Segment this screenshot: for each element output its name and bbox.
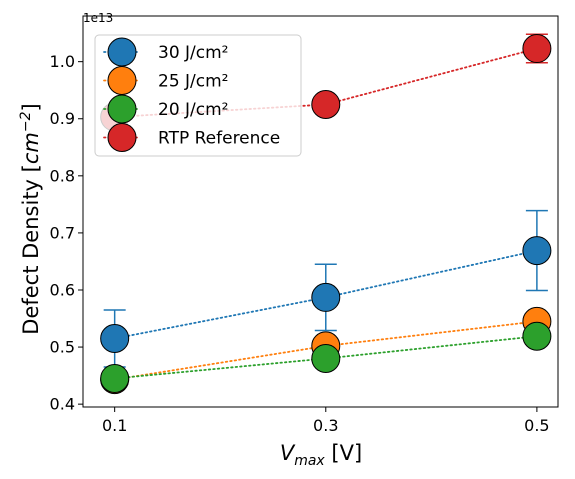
data-point [522, 321, 552, 351]
legend-frame [94, 34, 302, 157]
x-tick-label: 0.1 [102, 416, 127, 435]
legend-item: 20 J/cm² [103, 94, 229, 124]
ticks-layer: 0.4 0.5 0.6 0.7 0.8 0.9 1.0 0.1 0.3 0.5 [50, 52, 550, 435]
legend-label: RTP Reference [158, 129, 280, 149]
legend-label: 25 J/cm² [158, 72, 229, 92]
data-point [311, 343, 341, 373]
y-tick-label: 0.6 [50, 280, 75, 299]
legend-item: 25 J/cm² [103, 66, 229, 95]
legend-marker [107, 123, 137, 152]
y-tick-label: 1.0 [50, 52, 75, 71]
data-point [311, 89, 341, 119]
legend-label: 20 J/cm² [158, 100, 229, 120]
legend-item: 30 J/cm² [103, 37, 229, 67]
series-group [100, 209, 552, 368]
y-tick-label: 0.9 [50, 109, 75, 128]
x-tick-label: 0.3 [313, 416, 338, 435]
legend-marker [107, 37, 137, 67]
plot-layer [100, 33, 552, 395]
data-point [100, 363, 130, 393]
y-axis-title: Defect Density [cm−2] [18, 103, 43, 334]
data-point [100, 324, 130, 354]
series-group [100, 321, 552, 393]
legend-item: RTP Reference [103, 123, 280, 152]
x-tick-label: 0.5 [524, 416, 549, 435]
legend-marker [107, 94, 137, 124]
y-tick-label: 0.5 [50, 338, 75, 357]
data-point [522, 34, 552, 64]
x-axis-title: Vmax [V] [280, 441, 362, 469]
y-tick-label: 0.4 [50, 395, 75, 414]
series-group [100, 33, 552, 132]
axes-frame [82, 15, 559, 408]
legend-marker [107, 66, 137, 95]
y-tick-label: 0.7 [50, 223, 75, 242]
legend-label: 30 J/cm² [158, 43, 229, 63]
data-point [522, 236, 552, 266]
series-line [113, 249, 538, 340]
legend: 30 J/cm² 25 J/cm² 20 J/cm² RTP Reference [94, 34, 302, 157]
y-offset-label: 1e13 [83, 11, 113, 25]
y-tick-label: 0.8 [50, 166, 75, 185]
data-point [311, 282, 341, 312]
